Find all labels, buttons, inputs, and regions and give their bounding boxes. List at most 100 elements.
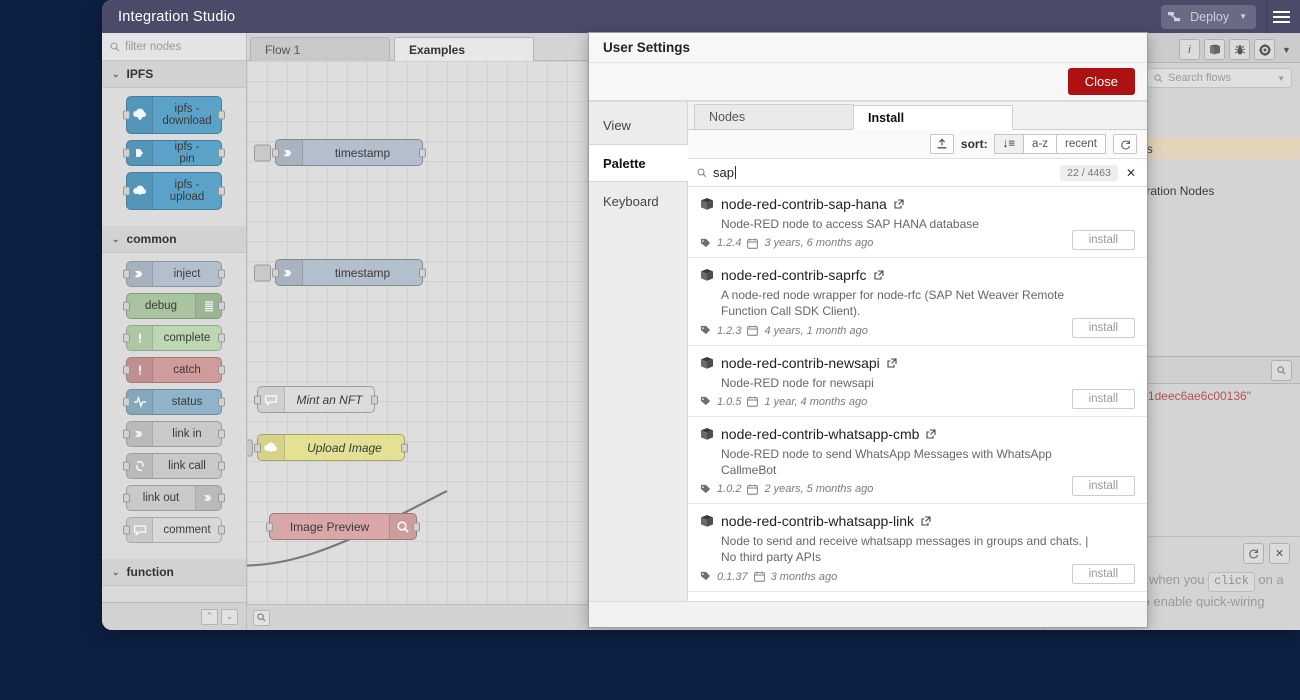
chevron-down-icon[interactable]: ▼ bbox=[1282, 44, 1291, 55]
package-item[interactable]: node-red-contrib-whatsapp-link Node to s… bbox=[688, 504, 1147, 592]
main-menu-button[interactable] bbox=[1266, 0, 1296, 33]
refresh-icon[interactable] bbox=[1243, 543, 1264, 565]
install-button[interactable]: install bbox=[1071, 230, 1135, 251]
flow-tab-examples[interactable]: Examples bbox=[394, 37, 534, 61]
node-output-port[interactable] bbox=[419, 148, 426, 157]
node-output-port[interactable] bbox=[218, 493, 225, 503]
package-item[interactable]: node-red-contrib-sap-hana Node-RED node … bbox=[688, 187, 1147, 259]
palette-node-link-in[interactable]: link in bbox=[123, 421, 225, 447]
palette-node-link-out[interactable]: link out bbox=[123, 485, 225, 511]
node-output-port[interactable] bbox=[218, 365, 225, 375]
node-output-port[interactable] bbox=[218, 186, 225, 196]
node-output-port[interactable] bbox=[218, 429, 225, 439]
node-input-port[interactable] bbox=[123, 269, 130, 279]
node-input-port[interactable] bbox=[272, 148, 279, 157]
sort-option-relevance[interactable]: ↓≡ bbox=[993, 134, 1025, 154]
package-item[interactable]: node-red-contrib-whatsapp-messagebird Th… bbox=[688, 592, 1147, 602]
settings-nav-keyboard[interactable]: Keyboard bbox=[589, 182, 687, 220]
panel-search-button[interactable] bbox=[1271, 359, 1292, 381]
info-icon[interactable]: i bbox=[1179, 39, 1200, 60]
expand-all-icon[interactable]: ⌄ bbox=[221, 608, 238, 625]
palette-category-ipfs[interactable]: ⌄ IPFS bbox=[102, 61, 246, 88]
node-input-port[interactable] bbox=[266, 522, 273, 531]
palette-scroll-area[interactable]: ⌄ IPFS ipfs - download ipfs - pin ipfs - uploa… bbox=[102, 61, 246, 602]
palette-node-link-call[interactable]: link call bbox=[123, 453, 225, 479]
clear-search-icon[interactable]: ✕ bbox=[1125, 165, 1136, 180]
package-item[interactable]: node-red-contrib-saprfc A node-red node … bbox=[688, 258, 1147, 346]
node-output-port[interactable] bbox=[218, 397, 225, 407]
node-input-port[interactable] bbox=[123, 493, 130, 503]
node-status-indicator[interactable] bbox=[254, 264, 271, 281]
node-output-port[interactable] bbox=[218, 301, 225, 311]
node-input-port[interactable] bbox=[123, 148, 130, 158]
canvas-node-timestamp[interactable]: timestamp bbox=[254, 259, 426, 286]
install-button[interactable]: install bbox=[1071, 388, 1135, 409]
deploy-button[interactable]: Deploy ▼ bbox=[1161, 4, 1256, 29]
install-button[interactable]: install bbox=[1071, 563, 1135, 584]
node-status-indicator[interactable] bbox=[254, 144, 271, 161]
node-output-port[interactable] bbox=[218, 525, 225, 535]
palette-node-complete[interactable]: complete bbox=[123, 325, 225, 351]
palette-node-status[interactable]: status bbox=[123, 389, 225, 415]
palette-tab-nodes[interactable]: Nodes bbox=[694, 104, 854, 129]
palette-category-common[interactable]: ⌄ common bbox=[102, 226, 246, 253]
canvas-node-image-preview[interactable]: Image Preview bbox=[266, 513, 420, 540]
install-button[interactable]: install bbox=[1071, 317, 1135, 338]
node-input-port[interactable] bbox=[123, 365, 130, 375]
sort-option-recent[interactable]: recent bbox=[1056, 134, 1106, 154]
node-input-port[interactable] bbox=[254, 443, 261, 452]
close-button[interactable]: Close bbox=[1067, 68, 1135, 95]
external-link-icon[interactable] bbox=[873, 270, 884, 280]
node-input-port[interactable] bbox=[272, 268, 279, 277]
flow-tab-flow-1[interactable]: Flow 1 bbox=[250, 37, 390, 61]
package-item[interactable]: node-red-contrib-whatsapp-cmb Node-RED n… bbox=[688, 417, 1147, 505]
node-output-port[interactable] bbox=[218, 269, 225, 279]
node-input-port[interactable] bbox=[123, 186, 130, 196]
node-output-port[interactable] bbox=[218, 148, 225, 158]
node-output-port[interactable] bbox=[371, 395, 378, 404]
chevron-down-icon[interactable]: ▼ bbox=[1277, 73, 1285, 83]
node-output-port[interactable] bbox=[419, 268, 426, 277]
palette-node-ipfs-download[interactable]: ipfs - download bbox=[123, 96, 225, 134]
package-search-field[interactable]: sap 22 / 4463 ✕ bbox=[688, 159, 1147, 187]
refresh-icon[interactable] bbox=[1113, 134, 1137, 154]
palette-filter[interactable]: filter nodes bbox=[102, 33, 246, 61]
palette-node-ipfs-upload[interactable]: ipfs - upload bbox=[123, 172, 225, 210]
zoom-search-icon[interactable] bbox=[253, 609, 270, 626]
palette-node-inject[interactable]: inject bbox=[123, 261, 225, 287]
node-output-port[interactable] bbox=[401, 443, 408, 452]
node-output-port[interactable] bbox=[218, 110, 225, 120]
palette-node-comment[interactable]: comment bbox=[123, 517, 225, 543]
node-input-port[interactable] bbox=[123, 429, 130, 439]
palette-node-debug[interactable]: debug bbox=[123, 293, 225, 319]
book-icon[interactable] bbox=[1204, 39, 1225, 60]
node-input-port[interactable] bbox=[123, 525, 130, 535]
external-link-icon[interactable] bbox=[921, 516, 931, 526]
collapse-all-icon[interactable]: ⌃ bbox=[201, 608, 218, 625]
node-input-port[interactable] bbox=[123, 301, 130, 311]
external-link-icon[interactable] bbox=[926, 429, 936, 439]
package-item[interactable]: node-red-contrib-newsapi Node-RED node f… bbox=[688, 346, 1147, 417]
node-input-port[interactable] bbox=[123, 461, 130, 471]
palette-node-catch[interactable]: catch bbox=[123, 357, 225, 383]
palette-node-ipfs-pin[interactable]: ipfs - pin bbox=[123, 140, 225, 166]
upload-icon[interactable] bbox=[929, 134, 954, 154]
node-input-port[interactable] bbox=[123, 397, 130, 407]
external-link-icon[interactable] bbox=[894, 199, 904, 209]
node-output-port[interactable] bbox=[218, 333, 225, 343]
canvas-node-upload-image[interactable]: Upload Image bbox=[247, 434, 408, 461]
bug-icon[interactable] bbox=[1229, 39, 1250, 60]
node-status-indicator[interactable] bbox=[247, 439, 253, 456]
search-flows-input[interactable]: Search flows ▼ bbox=[1147, 68, 1292, 88]
package-list[interactable]: node-red-contrib-sap-hana Node-RED node … bbox=[688, 187, 1147, 601]
settings-nav-view[interactable]: View bbox=[589, 106, 687, 144]
palette-tab-install[interactable]: Install bbox=[853, 105, 1013, 130]
external-link-icon[interactable] bbox=[887, 358, 897, 368]
node-output-port[interactable] bbox=[413, 522, 420, 531]
node-input-port[interactable] bbox=[123, 110, 130, 120]
gear-icon[interactable] bbox=[1254, 39, 1275, 60]
canvas-node-mint-an-nft[interactable]: Mint an NFT bbox=[254, 386, 378, 413]
palette-category-function[interactable]: ⌄ function bbox=[102, 559, 246, 586]
settings-nav-palette[interactable]: Palette bbox=[589, 144, 688, 182]
install-button[interactable]: install bbox=[1071, 476, 1135, 497]
